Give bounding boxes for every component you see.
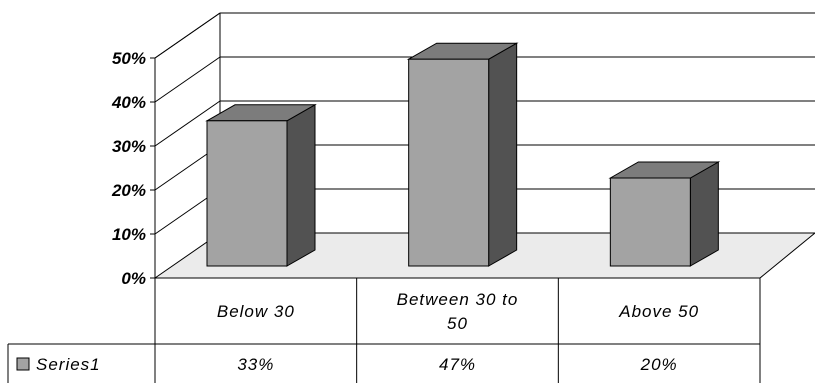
bar (406, 42, 519, 267)
category-label: Between 30 to (397, 290, 519, 309)
category-label: Below 30 (217, 302, 295, 321)
gridline-side (154, 56, 221, 103)
y-tick-label: 20% (111, 181, 146, 200)
legend-label: Series1 (36, 355, 101, 374)
bar (205, 103, 317, 267)
gridline-side (154, 12, 221, 59)
y-tick-label: 10% (112, 225, 146, 244)
legend-swatch (16, 357, 30, 371)
bars (205, 42, 721, 267)
bar-side-face (488, 42, 518, 267)
bar-front-face (609, 177, 691, 267)
data-label: 47% (439, 355, 476, 374)
category-label: Above 50 (618, 302, 699, 321)
data-label: 33% (237, 355, 274, 374)
y-axis: 0% 10% 20% 30% 40% 50% (111, 49, 155, 288)
bar (608, 161, 721, 267)
bar-side-face (286, 103, 316, 267)
data-table: Below 30 Between 30 to 50 Above 50 33% 47% 20%… (7, 278, 761, 383)
y-tick-label: 40% (111, 93, 146, 112)
y-tick-label: 0% (121, 269, 146, 288)
chart-walls (154, 12, 815, 278)
y-tick-label: 30% (112, 137, 146, 156)
data-label: 20% (640, 355, 678, 374)
bar-side-face (689, 161, 719, 267)
bar-front-face (206, 120, 288, 267)
gridline-side (154, 100, 221, 147)
bar-front-face (408, 58, 490, 267)
y-tick-label: 50% (112, 49, 146, 68)
category-label: 50 (447, 314, 468, 333)
